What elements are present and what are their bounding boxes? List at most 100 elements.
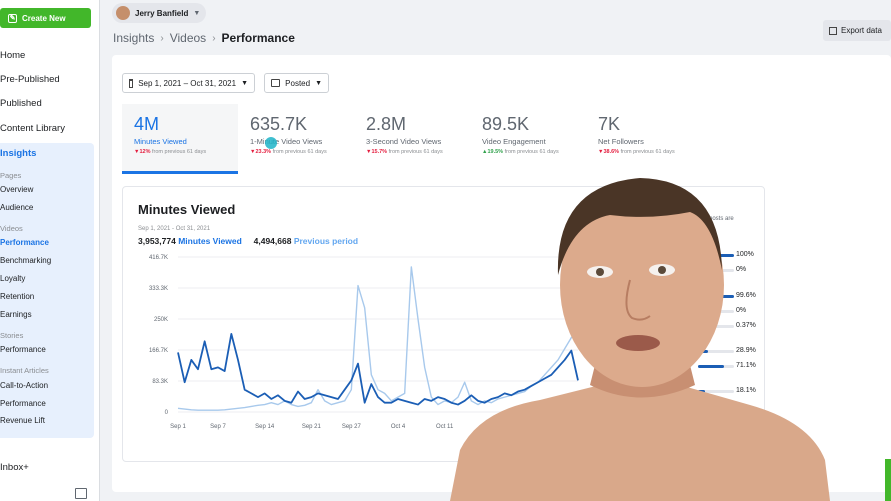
- metric-tab-3-second-views[interactable]: 2.8M 3-Second Video Views ▼15.7% from pr…: [354, 104, 470, 174]
- metric-change: ▼15.7% from previous 61 days: [366, 149, 443, 155]
- avatar: [116, 6, 130, 20]
- account-switcher[interactable]: Jerry Banfield ▼: [112, 3, 206, 23]
- series-line-minutes-viewed: [177, 332, 579, 406]
- edit-icon: ✎: [8, 13, 17, 23]
- y-tick-label: 0: [165, 410, 169, 416]
- sidebar-item-benchmarking[interactable]: Benchmarking: [0, 256, 52, 265]
- create-new-button[interactable]: ✎ Create New: [0, 8, 91, 28]
- video-icon: [271, 79, 281, 87]
- chevron-down-icon: ▼: [193, 9, 201, 17]
- y-tick-label: 83.3K: [152, 379, 168, 385]
- chevron-down-icon: ▼: [241, 79, 248, 87]
- bar-fill: [698, 365, 724, 368]
- breakdown-percent: 28.9%: [736, 347, 756, 354]
- sidebar-item-audience[interactable]: Audience: [0, 203, 34, 212]
- mouse-cursor-icon: [265, 137, 277, 149]
- metric-change: ▼12% from previous 61 days: [134, 149, 207, 155]
- videos-heading: Videos: [0, 224, 23, 233]
- breadcrumb-insights[interactable]: Insights: [113, 31, 155, 45]
- pages-heading: Pages: [0, 171, 22, 180]
- trend-up-icon: ▲: [482, 149, 488, 155]
- metric-tab-net-followers[interactable]: 7K Net Followers ▼38.6% from previous 61…: [586, 104, 702, 174]
- presenter-webcam-overlay: [450, 178, 830, 501]
- date-range-filter[interactable]: Sep 1, 2021 – Oct 31, 2021 ▼: [122, 73, 255, 93]
- sidebar-item-articles-performance[interactable]: Performance: [0, 399, 46, 408]
- green-edge: [885, 459, 891, 501]
- post-type-value: Posted: [285, 78, 311, 88]
- x-tick-label: Sep 27: [342, 424, 362, 430]
- trend-down-icon: ▼: [366, 149, 372, 155]
- sidebar-item-overview[interactable]: Overview: [0, 185, 34, 194]
- metric-label: Video Engagement: [482, 137, 546, 146]
- nav-item-inbox[interactable]: Inbox+: [0, 462, 29, 473]
- minutes-viewed-line-chart: 416.7K 333.3K 250K 166.7K 83.3K 0 Sep 1 Sep 7 Se…: [149, 255, 579, 430]
- x-tick-label: Sep 14: [255, 424, 275, 430]
- breadcrumb-videos[interactable]: Videos: [169, 31, 207, 45]
- x-tick-label: Oct 11: [436, 424, 454, 430]
- bar-track: [698, 390, 734, 393]
- sidebar-item-revenue-lift[interactable]: Revenue Lift: [0, 416, 45, 425]
- y-tick-label: 416.7K: [149, 255, 168, 261]
- sidebar-item-loyalty[interactable]: Loyalty: [0, 274, 26, 283]
- metric-change: ▼38.6% from previous 61 days: [598, 149, 675, 155]
- current-total: 3,953,774: [138, 236, 176, 246]
- nav-item-home[interactable]: Home: [0, 50, 26, 61]
- breakdown-note: pes of posts are: [691, 216, 734, 222]
- date-range-value: Sep 1, 2021 – Oct 31, 2021: [138, 78, 237, 88]
- breadcrumb: Insights › Videos › Performance: [113, 31, 295, 45]
- metric-tab-1-minute-views[interactable]: 635.7K 1-Minute Video Views ▼23.3% from …: [238, 104, 354, 174]
- export-icon: [829, 26, 837, 35]
- previous-series-label[interactable]: Previous period: [293, 236, 359, 246]
- current-series-label[interactable]: Minutes Viewed: [178, 236, 242, 246]
- trend-down-icon: ▼: [598, 149, 604, 155]
- metric-value: 7K: [598, 114, 621, 134]
- export-data-button[interactable]: Export data: [823, 20, 891, 41]
- previous-total: 4,494,668: [253, 236, 292, 246]
- breakdown-percent: 18.1%: [736, 387, 756, 394]
- chart-summary: 3,953,774 Minutes Viewed 4,494,668 Previ…: [138, 236, 358, 246]
- calendar-icon[interactable]: [75, 488, 87, 499]
- breakdown-percent: 100%: [736, 251, 754, 258]
- metric-label: Net Followers: [598, 137, 644, 146]
- breakdown-percent: 0%: [736, 266, 747, 273]
- sidebar-item-call-to-action[interactable]: Call-to-Action: [0, 381, 49, 390]
- left-sidebar: ✎ Create New Home Pre-Published Publishe…: [0, 0, 100, 501]
- metric-label: 1-Minute Video Views: [250, 137, 323, 146]
- metric-value: 89.5K: [482, 114, 530, 134]
- user-name: Jerry Banfield: [135, 8, 189, 18]
- y-tick-label: 333.3K: [149, 286, 168, 292]
- breakdown-percent: 0%: [736, 307, 747, 314]
- insights-section: [0, 143, 94, 438]
- sidebar-item-retention[interactable]: Retention: [0, 292, 35, 301]
- metric-change: ▼23.3% from previous 61 days: [250, 149, 327, 155]
- metric-value: 4M: [134, 114, 160, 134]
- sidebar-item-stories-performance[interactable]: Performance: [0, 345, 46, 354]
- metric-tab-video-engagement[interactable]: 89.5K Video Engagement ▲19.5% from previ…: [470, 104, 586, 174]
- x-tick-label: Sep 1: [170, 424, 186, 430]
- breakdown-percent: 0.37%: [736, 322, 756, 329]
- x-tick-label: Sep 21: [302, 424, 322, 430]
- bar-track: [698, 350, 734, 353]
- nav-item-insights[interactable]: Insights: [0, 148, 37, 159]
- nav-item-content-library[interactable]: Content Library: [0, 123, 65, 134]
- breakdown-percent: 99.6%: [736, 292, 756, 299]
- trend-down-icon: ▼: [134, 149, 140, 155]
- chevron-right-icon: ›: [212, 32, 216, 44]
- chart-date-range: Sep 1, 2021 - Oct 31, 2021: [138, 226, 211, 232]
- sidebar-item-earnings[interactable]: Earnings: [0, 310, 32, 319]
- y-tick-label: 250K: [154, 317, 168, 323]
- nav-item-pre-published[interactable]: Pre-Published: [0, 74, 60, 85]
- metric-tab-minutes-viewed[interactable]: 4M Minutes Viewed ▼12% from previous 61 …: [122, 104, 238, 174]
- export-label: Export data: [841, 26, 882, 35]
- chevron-right-icon: ›: [160, 32, 164, 44]
- instant-articles-heading: Instant Articles: [0, 366, 49, 375]
- y-tick-label: 166.7K: [149, 348, 168, 354]
- chevron-down-icon: ▼: [315, 79, 322, 87]
- breadcrumb-performance: Performance: [221, 31, 295, 45]
- create-new-label: Create New: [22, 13, 66, 23]
- metric-label: Minutes Viewed: [134, 137, 187, 146]
- breakdown-percent: 71.1%: [736, 362, 756, 369]
- nav-item-published[interactable]: Published: [0, 98, 42, 109]
- sidebar-item-video-performance[interactable]: Performance: [0, 238, 49, 247]
- post-type-filter[interactable]: Posted ▼: [264, 73, 329, 93]
